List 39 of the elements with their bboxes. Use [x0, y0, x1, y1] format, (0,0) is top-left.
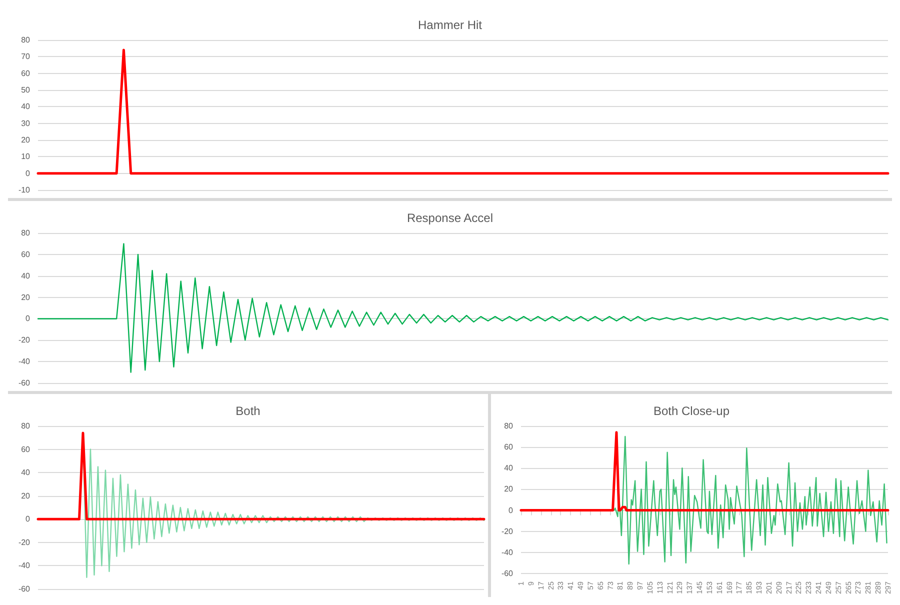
y-tick-label: 80: [21, 36, 31, 44]
chart-title: Hammer Hit: [418, 18, 483, 32]
y-tick-label: -40: [501, 548, 514, 557]
line-series: [37, 243, 889, 373]
y-tick-label: -60: [501, 568, 514, 578]
y-tick-label: 40: [21, 102, 31, 112]
y-tick-label: 20: [504, 484, 514, 494]
y-tick-label: -60: [18, 584, 31, 594]
y-tick-label: -20: [501, 526, 514, 536]
y-tick-label: 40: [504, 464, 514, 473]
y-tick-label: 50: [21, 86, 31, 94]
y-tick-label: 30: [21, 118, 31, 128]
y-tick-label: 20: [21, 136, 31, 144]
y-tick-label: -20: [18, 336, 31, 345]
y-tick-label: 20: [21, 292, 31, 302]
y-tick-label: 60: [504, 442, 514, 452]
y-tick-label: -60: [18, 378, 31, 388]
y-tick-label: -10: [18, 186, 31, 194]
y-tick-label: 20: [21, 491, 31, 500]
y-tick-label: 80: [21, 422, 31, 430]
y-tick-label: -20: [18, 538, 31, 547]
chart-title: Response Accel: [406, 211, 494, 225]
y-tick-label: -40: [18, 561, 31, 570]
y-tick-label: 60: [21, 250, 31, 259]
y-tick-label: 0: [26, 314, 31, 324]
y-tick-label: 0: [26, 514, 31, 524]
y-tick-label: 0: [508, 506, 514, 515]
y-tick-label: -40: [18, 357, 31, 366]
y-tick-label: 10: [21, 152, 31, 162]
y-tick-label: 60: [21, 68, 31, 78]
y-tick-label: 80: [504, 422, 514, 430]
y-tick-label: 0: [26, 168, 31, 178]
chart-title: Both: [236, 404, 260, 418]
y-tick-label: 40: [21, 468, 31, 478]
y-tick-label: 80: [21, 228, 31, 238]
chart-title: Both Close-up: [653, 404, 730, 418]
y-tick-label: 70: [21, 52, 31, 62]
y-tick-label: 40: [21, 271, 31, 280]
y-tick-label: 60: [21, 444, 31, 454]
